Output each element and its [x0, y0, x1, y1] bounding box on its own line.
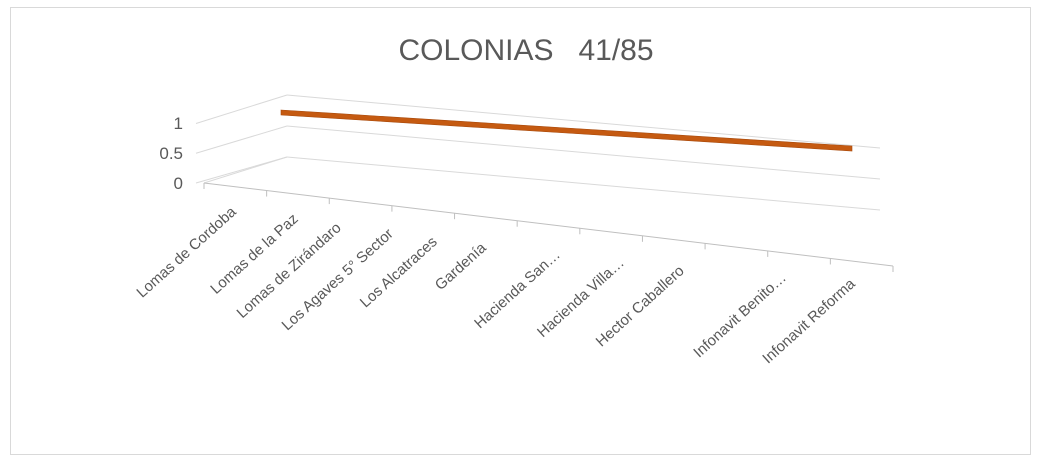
- chart-area: [10, 7, 1031, 455]
- series-layer: [280, 109, 853, 152]
- series-ribbon: [280, 109, 853, 152]
- category-label: Gardenía: [432, 239, 490, 294]
- x-axis: [203, 182, 894, 272]
- gridlines: [195, 94, 881, 211]
- gridline-back: [286, 125, 881, 180]
- gridline-side: [195, 94, 288, 124]
- chart-title: COLONIAS 41/85: [398, 34, 653, 67]
- gridline-side: [195, 125, 288, 154]
- category-label: Lomas de Zirándaro: [234, 219, 345, 321]
- gridline-back: [286, 156, 881, 211]
- gridline-side: [195, 156, 288, 184]
- y-tick-label: 1: [174, 114, 183, 133]
- y-tick-label: 0: [174, 174, 183, 193]
- y-tick-label: 0.5: [159, 144, 183, 163]
- x-axis-line: [203, 182, 894, 267]
- y-axis-ticks: 00.51: [159, 114, 183, 193]
- gridline-back: [286, 94, 881, 149]
